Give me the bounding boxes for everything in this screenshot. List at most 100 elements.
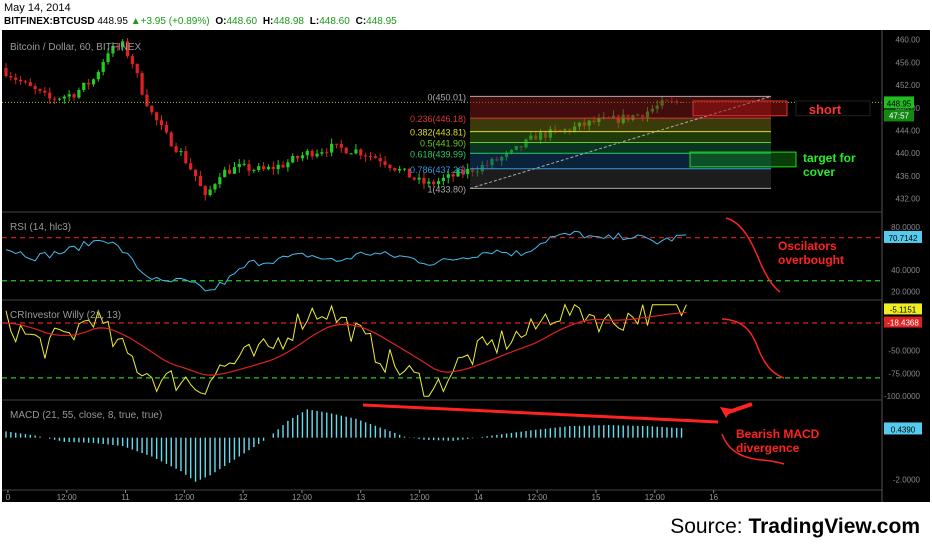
candle xyxy=(174,142,178,154)
target-annotation: target for xyxy=(803,151,856,165)
candle-body xyxy=(57,98,62,100)
time-axis[interactable]: 0 12:00 11 12:00 12 12:00 13 12:00 14 12:00 15 12:0… xyxy=(6,490,719,502)
candle xyxy=(315,149,319,159)
candle-body xyxy=(208,189,212,196)
close-value: 448.95 xyxy=(366,16,397,27)
candle xyxy=(208,185,212,197)
candle-body xyxy=(130,56,134,64)
willy-value-badge xyxy=(884,303,922,315)
candle-body xyxy=(87,82,91,85)
candle-body xyxy=(412,177,416,180)
candle-body xyxy=(271,166,275,170)
chart-panes: 0(450.01) 0.236(446.18) 0.382(443.81)0.5(4… xyxy=(2,38,882,491)
candle xyxy=(18,75,23,85)
candle-body xyxy=(466,168,470,175)
candle-body xyxy=(300,155,305,159)
trading-chart[interactable]: 0(450.01) 0.236(446.18) 0.382(443.81)0.5(4… xyxy=(0,30,932,510)
price-pane-title: Bitcoin / Dollar, 60, BITFINEX xyxy=(10,42,141,53)
candle xyxy=(193,169,198,182)
rsi-tick-label: 80.0000 xyxy=(891,223,920,232)
time-tick-label: 14 xyxy=(474,493,483,502)
candle xyxy=(330,138,334,157)
rsi-tick-label: 40.0000 xyxy=(891,266,920,275)
candle xyxy=(441,174,445,186)
candle-body xyxy=(169,132,173,147)
candle-body xyxy=(261,166,266,170)
candle-body xyxy=(398,168,402,171)
candle xyxy=(111,42,115,58)
fib-level-label: 0(450.01) xyxy=(427,92,466,102)
countdown-badge-label: 47:57 xyxy=(889,111,910,120)
willy-line xyxy=(5,303,687,397)
last-price-badge-label: 448.95 xyxy=(887,99,912,108)
time-tick-label: 12:00 xyxy=(292,493,313,502)
candle-body xyxy=(242,163,246,165)
candle xyxy=(466,163,470,179)
candle-body xyxy=(184,151,188,164)
fib-level-label: 0.5(441.90) xyxy=(420,138,466,148)
candle xyxy=(286,159,290,172)
rsi-value-label: 70.7142 xyxy=(889,234,918,243)
cover-annotation: cover xyxy=(803,165,835,179)
candle-body xyxy=(91,79,96,85)
willy-signal-badge xyxy=(884,316,922,328)
candle-body xyxy=(82,82,86,90)
source-credit: Source: TradingView.com xyxy=(670,515,920,539)
candle xyxy=(378,153,382,167)
candle xyxy=(87,79,91,90)
candle-body xyxy=(315,153,319,157)
axis-labels: 460.00456.00452.00448.00444.00440.00436.… xyxy=(884,36,922,485)
candle xyxy=(383,156,387,168)
macd-tick-label: -2.0000 xyxy=(893,476,921,485)
candle xyxy=(218,172,222,189)
candle-body xyxy=(121,41,125,48)
time-tick-label: 13 xyxy=(356,493,365,502)
rsi-value-badge xyxy=(884,230,922,243)
time-tick-label: 12:00 xyxy=(645,493,666,502)
willy-pane-title: CRInvestor Willy (21, 13) xyxy=(10,310,121,321)
price-tick-label: 460.00 xyxy=(896,36,921,45)
candle xyxy=(227,164,232,175)
candle-body xyxy=(388,164,392,169)
candle xyxy=(349,152,353,155)
price-change: +3.95 (+0.89%) xyxy=(140,16,210,27)
candle-body xyxy=(359,149,363,156)
candle-body xyxy=(441,177,445,182)
macd-value-label: 0.4390 xyxy=(891,425,916,434)
price-tick-label: 444.00 xyxy=(896,127,921,136)
candle-body xyxy=(203,186,207,196)
candle-body xyxy=(116,45,120,48)
candle xyxy=(189,158,193,171)
candle xyxy=(28,78,32,87)
candle xyxy=(261,162,266,172)
price-pane: 0(450.01) 0.236(446.18) 0.382(443.81)0.5(4… xyxy=(2,38,882,201)
candle xyxy=(417,173,421,184)
candle xyxy=(96,69,100,82)
candle-body xyxy=(296,155,300,159)
candle xyxy=(276,159,280,175)
rsi-pane-title: RSI (14, hlc3) xyxy=(10,222,71,233)
macd-pane xyxy=(5,409,683,482)
price-tick-label: 456.00 xyxy=(896,58,921,67)
candle-body xyxy=(28,82,32,87)
ticker-symbol: BITFINEX:BTCUSD xyxy=(4,16,95,27)
macd-projection-curve xyxy=(721,433,785,465)
fib-zone xyxy=(470,153,771,169)
short-label-box xyxy=(795,100,871,117)
candle-body xyxy=(232,167,237,174)
candle xyxy=(373,153,377,159)
fib-level-label: 0.618(439.99) xyxy=(410,149,466,159)
candle xyxy=(252,168,256,174)
candle-body xyxy=(23,81,28,83)
candle-body xyxy=(218,177,222,185)
candle-body xyxy=(325,152,329,154)
candle xyxy=(121,39,125,52)
candle-body xyxy=(446,174,450,178)
candle xyxy=(422,172,426,190)
candle-body xyxy=(53,98,57,100)
candle xyxy=(296,155,300,163)
candle-body xyxy=(334,143,339,145)
candle xyxy=(116,42,120,52)
candle xyxy=(130,53,134,69)
